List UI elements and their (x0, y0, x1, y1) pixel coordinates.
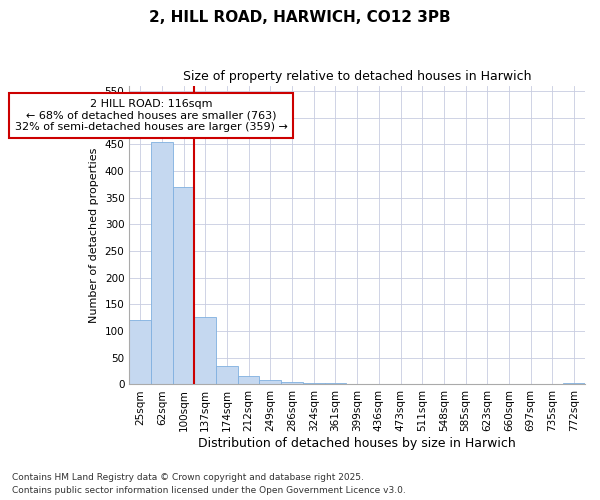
Bar (216, 366, 238, 384)
Title: Size of property relative to detached houses in Harwich: Size of property relative to detached ho… (183, 70, 532, 83)
Bar (194, 316, 216, 384)
Bar (151, 142, 173, 384)
Text: 2, HILL ROAD, HARWICH, CO12 3PB: 2, HILL ROAD, HARWICH, CO12 3PB (149, 10, 451, 25)
Bar (173, 187, 194, 384)
Bar (259, 380, 281, 384)
Y-axis label: Number of detached properties: Number of detached properties (89, 148, 99, 322)
X-axis label: Distribution of detached houses by size in Harwich: Distribution of detached houses by size … (198, 437, 516, 450)
Text: 2 HILL ROAD: 116sqm
← 68% of detached houses are smaller (763)
32% of semi-detac: 2 HILL ROAD: 116sqm ← 68% of detached ho… (14, 99, 287, 132)
Text: Contains HM Land Registry data © Crown copyright and database right 2025.
Contai: Contains HM Land Registry data © Crown c… (12, 474, 406, 495)
Bar (281, 382, 303, 384)
Bar (129, 320, 151, 384)
Bar (238, 376, 259, 384)
